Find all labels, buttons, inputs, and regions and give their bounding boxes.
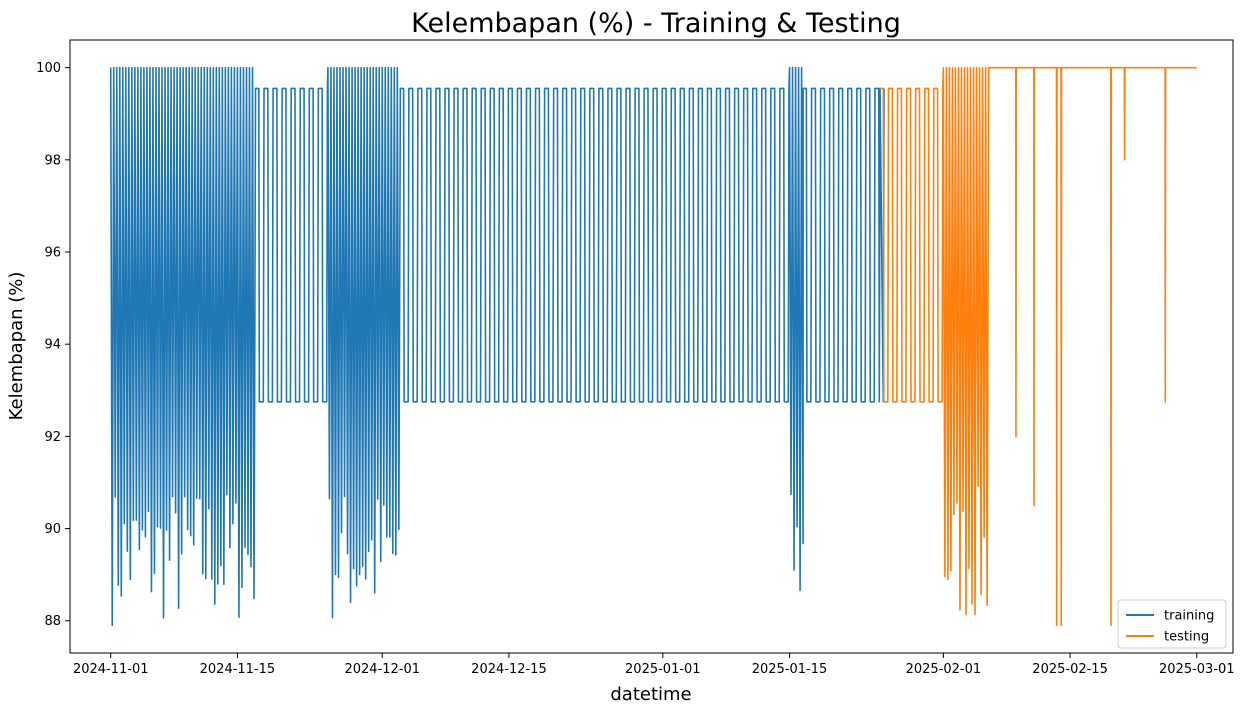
- x-tick-label: 2025-03-01: [1159, 662, 1235, 677]
- legend-label-training: training: [1164, 609, 1214, 624]
- series-line-testing: [880, 66, 1197, 627]
- plot-lines: [109, 66, 1197, 627]
- x-tick-label: 2025-02-01: [906, 662, 982, 677]
- legend-label-testing: testing: [1164, 630, 1209, 645]
- y-tick-label: 98: [44, 153, 61, 168]
- x-tick-label: 2024-11-01: [73, 662, 149, 677]
- x-tick-label: 2025-02-15: [1032, 662, 1108, 677]
- series-line-training: [109, 66, 885, 627]
- y-axis-label: Kelembapan (%): [6, 272, 27, 421]
- y-tick-label: 94: [44, 338, 61, 353]
- plot-frame: [69, 39, 1234, 654]
- y-tick-label: 96: [44, 246, 61, 261]
- x-axis-label: datetime: [610, 684, 691, 705]
- y-tick-label: 92: [44, 430, 61, 445]
- legend: training testing: [1117, 599, 1227, 649]
- chart-title: Kelembapan (%) - Training & Testing: [411, 8, 901, 39]
- x-tick-label: 2024-11-15: [200, 662, 276, 677]
- y-tick-label: 100: [36, 61, 61, 76]
- x-tick-label: 2024-12-15: [471, 662, 547, 677]
- x-axis: 2024-11-01 2024-11-15 2024-12-01 2024-12-15…: [73, 653, 1235, 677]
- x-tick-label: 2025-01-01: [625, 662, 701, 677]
- y-tick-label: 90: [44, 522, 61, 537]
- y-axis: 88 90 92 94 96 98 100: [36, 61, 70, 629]
- x-tick-label: 2025-01-15: [752, 662, 828, 677]
- x-tick-label: 2024-12-01: [344, 662, 420, 677]
- y-tick-label: 88: [44, 614, 61, 629]
